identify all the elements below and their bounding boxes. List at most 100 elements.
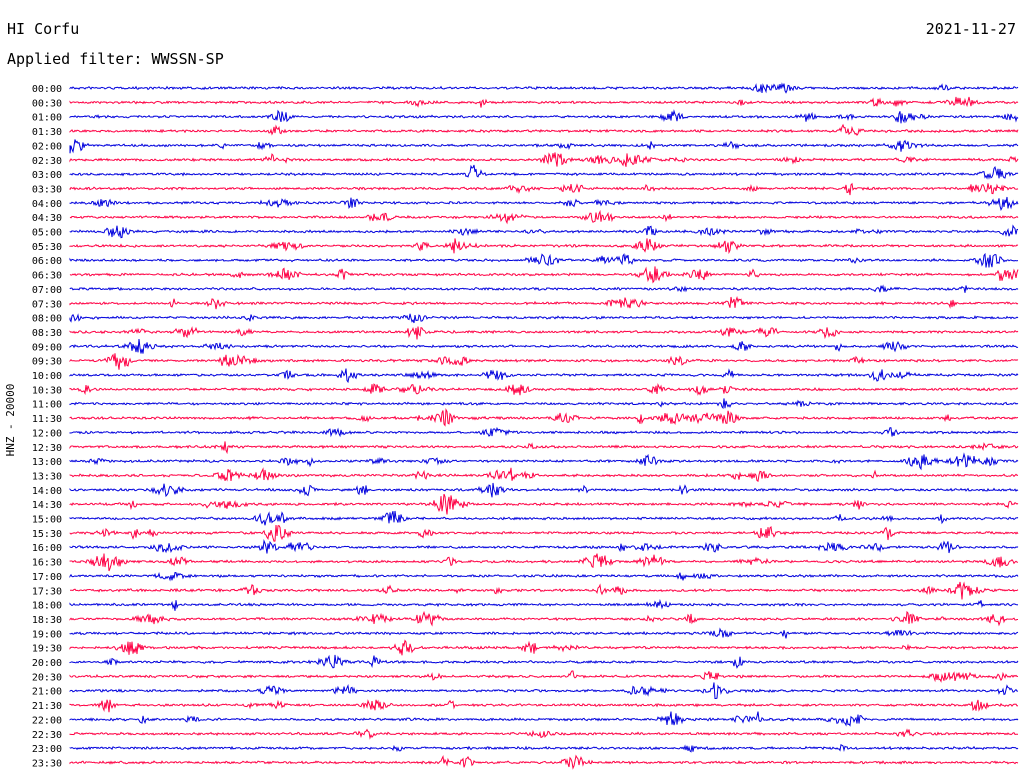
tick-label: 22:30 <box>32 730 62 741</box>
trace-line <box>69 538 1019 554</box>
tick-label: 21:30 <box>32 701 62 712</box>
tick-label: 21:00 <box>32 687 62 698</box>
tick-label: 13:00 <box>32 457 62 468</box>
tick-label: 15:30 <box>32 529 62 540</box>
trace-line <box>69 182 1019 196</box>
trace-line <box>69 627 1019 639</box>
trace-line <box>69 224 1019 239</box>
tick-label: 09:00 <box>32 342 62 353</box>
trace-line <box>69 398 1019 410</box>
trace-line <box>69 441 1019 455</box>
tick-label: 04:00 <box>32 199 62 210</box>
tick-label: 02:00 <box>32 141 62 152</box>
trace-line <box>69 313 1019 324</box>
trace-line <box>69 82 1019 94</box>
tick-label: 07:00 <box>32 285 62 296</box>
tick-label: 00:00 <box>32 84 62 95</box>
tick-label: 22:00 <box>32 715 62 726</box>
tick-label: 10:30 <box>32 385 62 396</box>
trace-line <box>69 639 1019 656</box>
tick-label: 08:00 <box>32 314 62 325</box>
tick-label: 06:00 <box>32 256 62 267</box>
tick-label: 11:00 <box>32 400 62 411</box>
trace-line <box>69 152 1019 167</box>
tick-label: 09:30 <box>32 357 62 368</box>
trace-line <box>69 407 1018 427</box>
tick-label: 15:00 <box>32 515 62 526</box>
tick-label: 03:00 <box>32 170 62 181</box>
trace-line <box>69 754 1019 770</box>
trace-line <box>69 744 1019 753</box>
tick-label: 07:30 <box>32 299 62 310</box>
station-title: HI Corfu <box>7 20 80 38</box>
trace-line <box>69 553 1019 572</box>
trace-line <box>69 524 1019 542</box>
trace-line <box>69 123 1019 136</box>
tick-label: 12:30 <box>32 443 62 454</box>
tick-label: 05:00 <box>32 228 62 239</box>
trace-line <box>69 510 1019 526</box>
tick-label: 16:00 <box>32 543 62 554</box>
tick-label: 11:30 <box>32 414 62 425</box>
trace-line <box>69 353 1019 370</box>
trace-line <box>69 338 1019 354</box>
tick-label: 20:30 <box>32 672 62 683</box>
trace-line <box>69 571 1019 582</box>
tick-label: 12:00 <box>32 428 62 439</box>
trace-line <box>69 654 1019 669</box>
trace-line <box>69 252 1019 268</box>
tick-label: 06:30 <box>32 271 62 282</box>
trace-line <box>69 467 1019 483</box>
tick-label: 17:30 <box>32 586 62 597</box>
trace-line <box>69 96 1019 108</box>
trace-line <box>69 164 1019 180</box>
tick-label: 03:30 <box>32 184 62 195</box>
tick-label: 14:00 <box>32 486 62 497</box>
tick-label: 14:30 <box>32 500 62 511</box>
trace-line <box>69 296 1019 310</box>
trace-line <box>69 452 1019 471</box>
trace-line <box>69 426 1019 438</box>
tick-label: 01:30 <box>32 127 62 138</box>
tick-label: 01:00 <box>32 113 62 124</box>
trace-line <box>69 209 1019 225</box>
trace-line <box>69 482 1019 498</box>
trace-line <box>69 598 1019 611</box>
trace-line <box>69 610 1018 627</box>
tick-label: 18:30 <box>32 615 62 626</box>
tick-label: 20:00 <box>32 658 62 669</box>
tick-label: 19:00 <box>32 629 62 640</box>
tick-label: 18:00 <box>32 601 62 612</box>
tick-label: 17:00 <box>32 572 62 583</box>
tick-label: 00:30 <box>32 98 62 109</box>
trace-line <box>69 368 1019 384</box>
date-label: 2021-11-27 <box>925 20 1016 38</box>
trace-line <box>69 326 1019 340</box>
trace-line <box>69 139 1019 154</box>
trace-line <box>69 109 1019 124</box>
trace-line <box>69 493 1019 515</box>
trace-line <box>69 284 1019 293</box>
trace-line <box>69 196 1019 212</box>
trace-line <box>69 728 1018 740</box>
trace-line <box>69 382 1019 396</box>
tick-label: 10:00 <box>32 371 62 382</box>
tick-label: 19:30 <box>32 644 62 655</box>
tick-label: 08:30 <box>32 328 62 339</box>
tick-label: 04:30 <box>32 213 62 224</box>
tick-label: 16:30 <box>32 558 62 569</box>
trace-line <box>69 711 1019 727</box>
tick-label: 05:30 <box>32 242 62 253</box>
trace-line <box>69 699 1019 713</box>
tick-label: 13:30 <box>32 471 62 482</box>
trace-line <box>69 682 1018 699</box>
trace-line <box>69 266 1019 284</box>
filter-label: Applied filter: WWSSN-SP <box>7 50 224 68</box>
tick-label: 23:00 <box>32 744 62 755</box>
trace-line <box>69 238 1019 255</box>
tick-label: 23:30 <box>32 758 62 769</box>
trace-line <box>69 581 1019 600</box>
trace-line <box>69 670 1019 683</box>
tick-label: 02:30 <box>32 156 62 167</box>
